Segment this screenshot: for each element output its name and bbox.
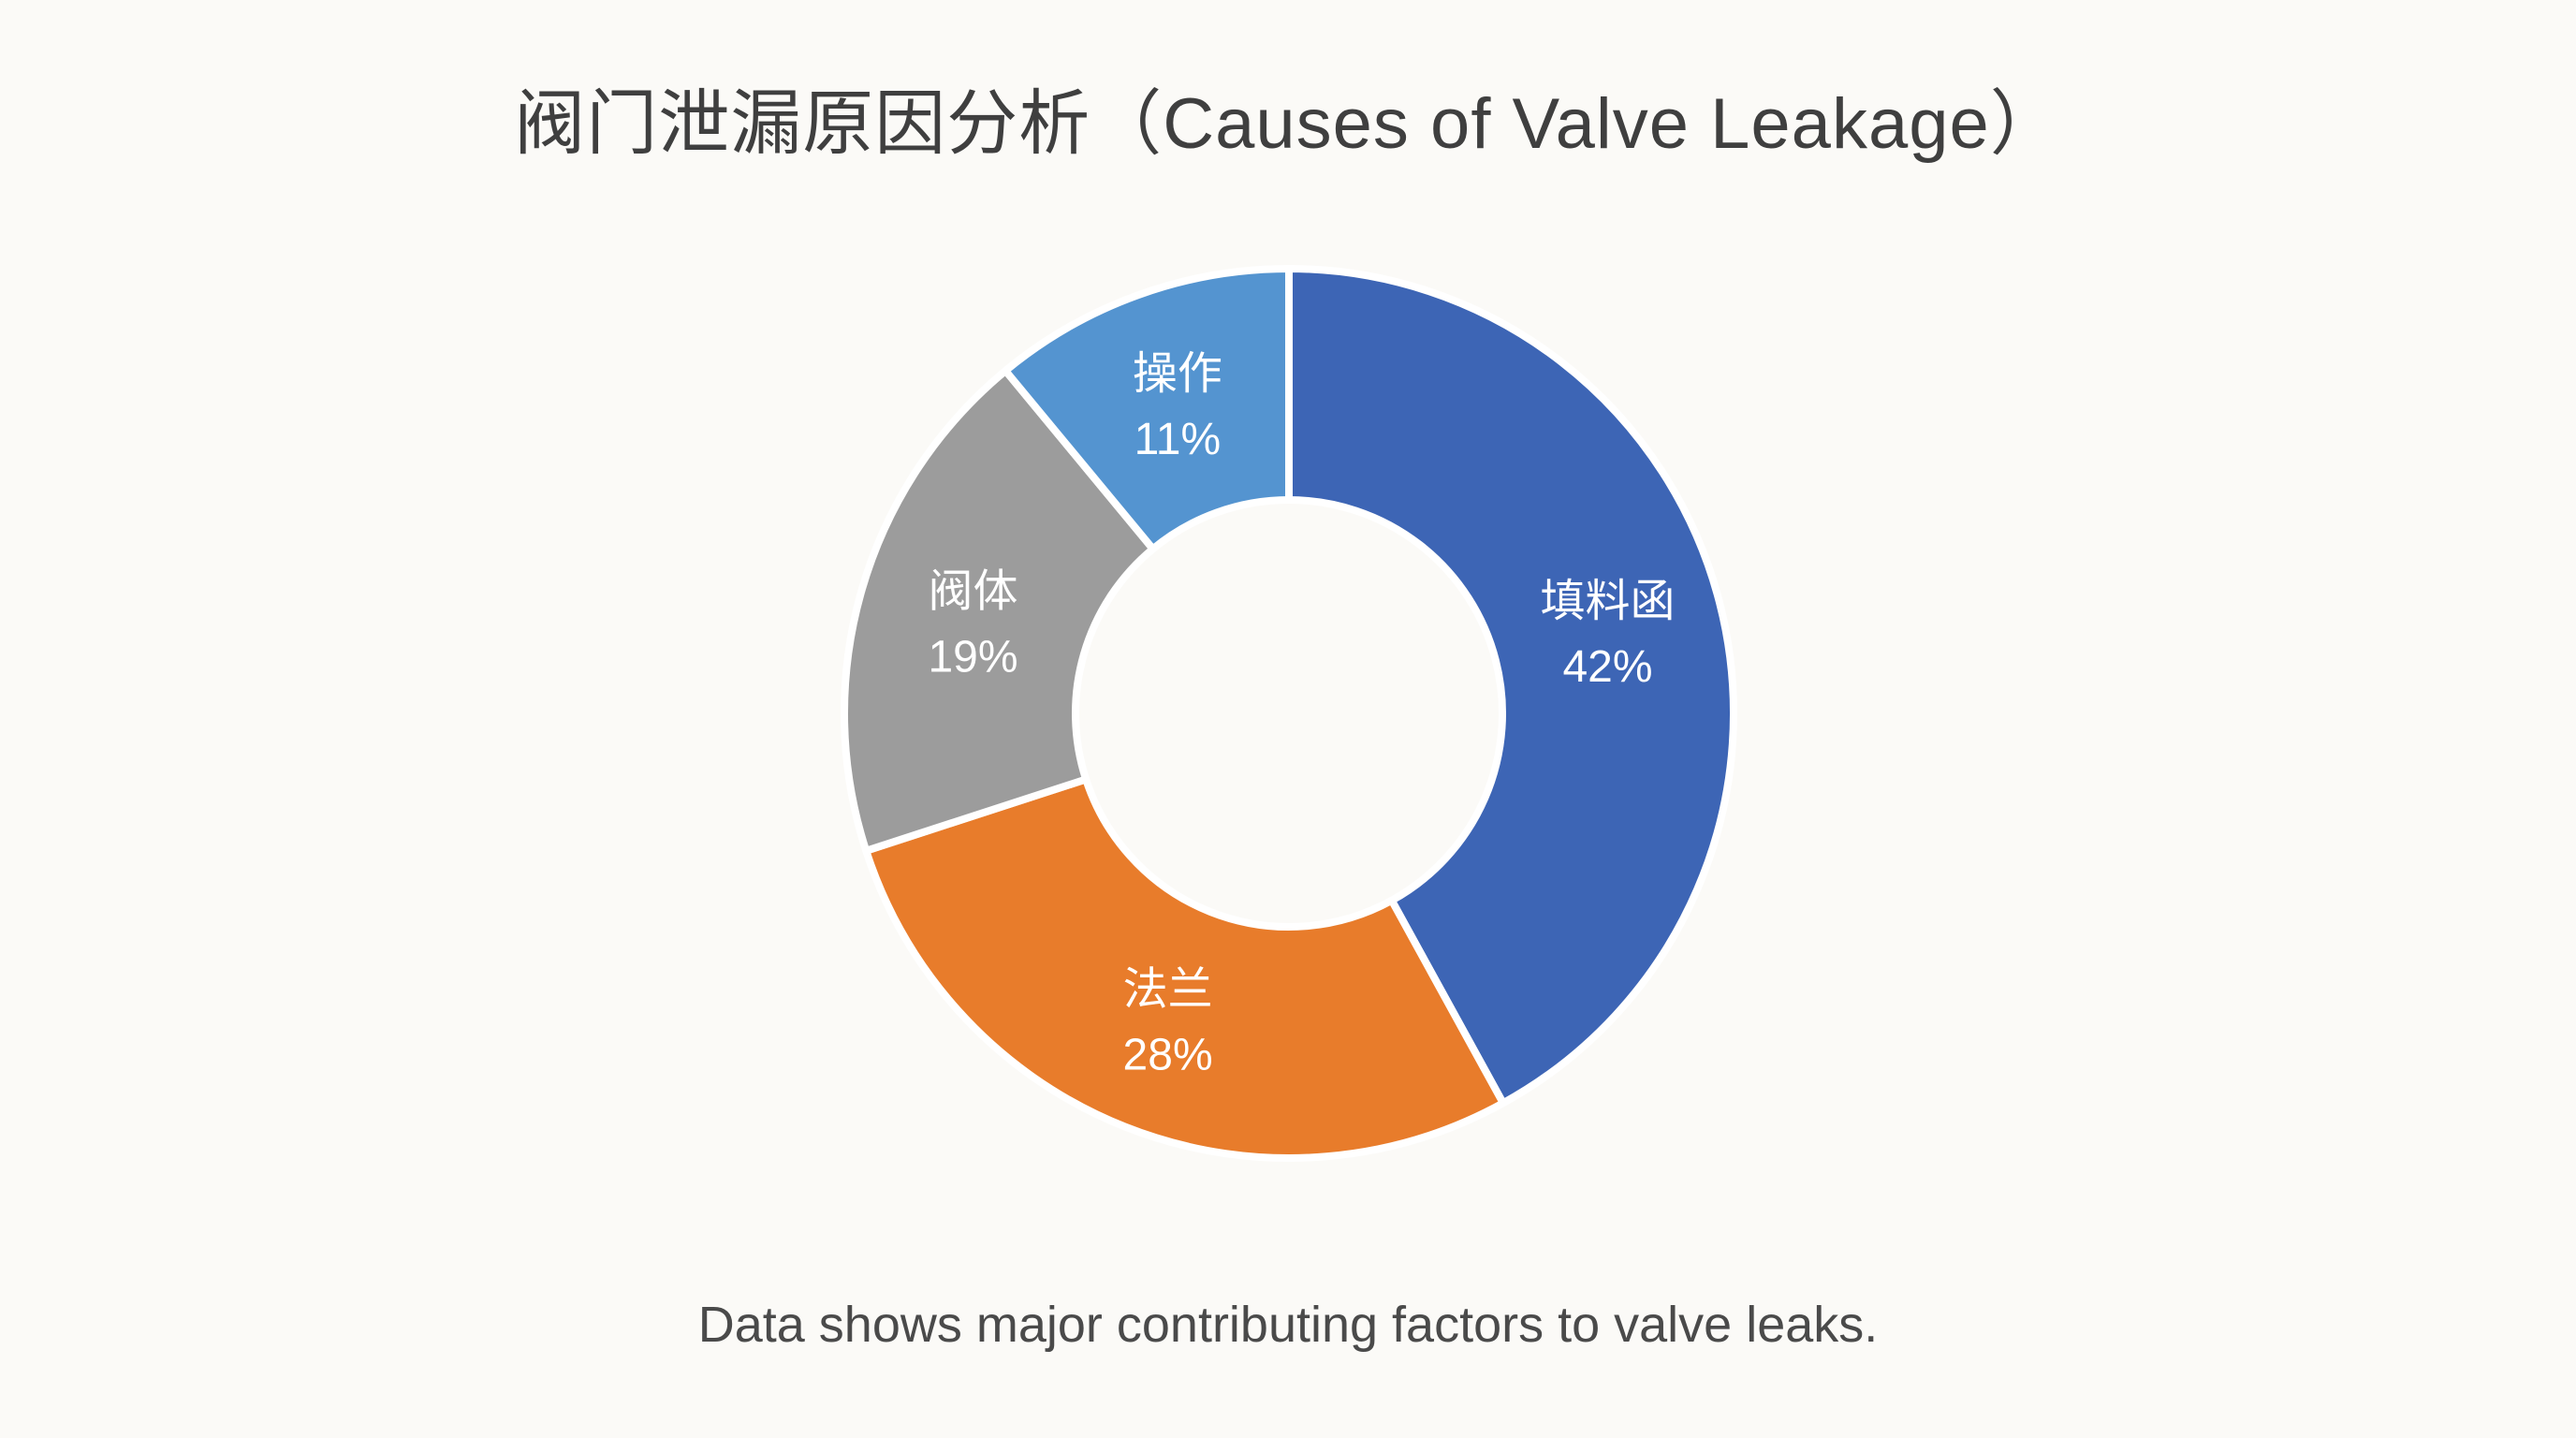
donut-chart: 填料函 42% 法兰 28% 阀体 19% 操作 11% [826, 250, 1752, 1177]
donut-segment-2 [862, 775, 1507, 1162]
segment-label-1: 填料函 42% [1540, 577, 1675, 692]
segment-label-4: 操作 11% [1133, 349, 1222, 464]
segment-label-3: 阀体 19% [928, 566, 1017, 682]
segment-label-2: 法兰 28% [1123, 964, 1213, 1079]
chart-caption: Data shows major contributing factors to… [697, 1297, 1879, 1353]
donut-segment-3 [841, 367, 1157, 855]
donut-segment-4 [1002, 265, 1293, 553]
donut-segment-1 [1285, 265, 1737, 1108]
chart-title: 阀门泄漏原因分析（Causes of Valve Leakage） [514, 84, 2062, 164]
donut-chart-svg: 填料函 42% 法兰 28% 阀体 19% 操作 11% [841, 265, 1737, 1162]
